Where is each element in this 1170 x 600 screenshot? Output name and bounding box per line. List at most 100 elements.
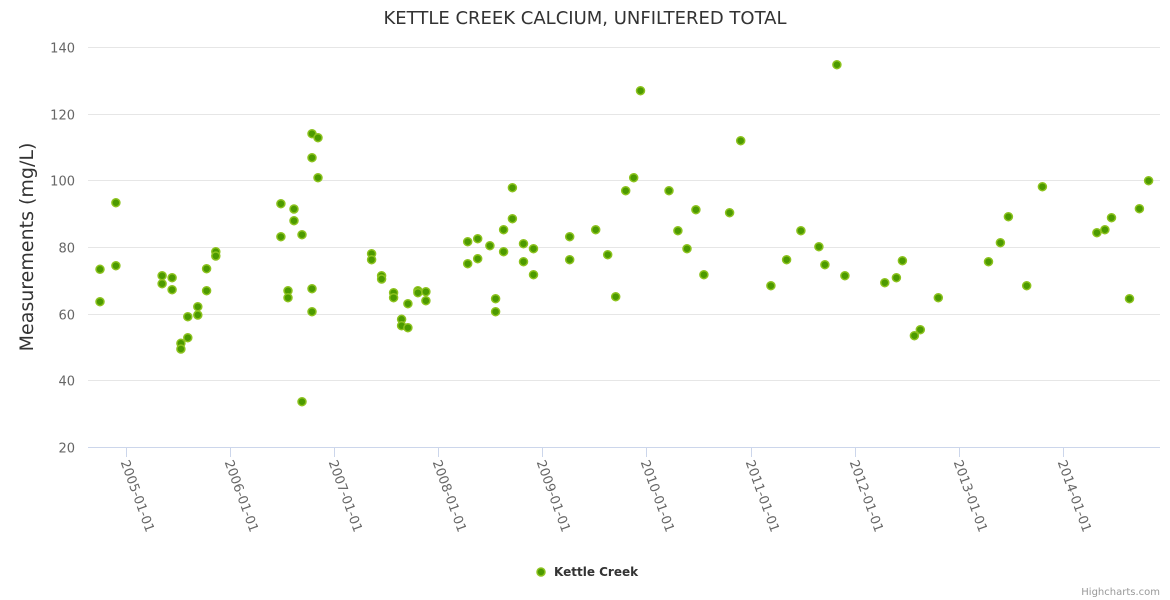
data-point[interactable] — [276, 198, 286, 209]
data-point[interactable] — [95, 264, 105, 275]
data-point[interactable] — [781, 254, 792, 265]
data-point[interactable] — [1106, 212, 1117, 223]
data-point[interactable] — [682, 243, 692, 254]
legend[interactable]: Kettle Creek — [536, 565, 639, 579]
data-point[interactable] — [832, 59, 842, 70]
data-point[interactable] — [297, 229, 307, 240]
data-point[interactable] — [289, 215, 299, 226]
data-point[interactable] — [1134, 203, 1145, 214]
data-point[interactable] — [735, 135, 746, 146]
data-point[interactable] — [564, 231, 575, 242]
data-point[interactable] — [518, 238, 529, 249]
data-point[interactable] — [933, 292, 944, 303]
data-point[interactable] — [620, 185, 631, 196]
data-point[interactable] — [276, 231, 286, 242]
data-point[interactable] — [176, 344, 186, 354]
data-point[interactable] — [602, 249, 613, 260]
data-point[interactable] — [157, 270, 167, 281]
data-point[interactable] — [421, 286, 431, 297]
legend-item-kettle-creek[interactable]: Kettle Creek — [554, 565, 639, 579]
data-point[interactable] — [313, 132, 323, 143]
data-point[interactable] — [297, 396, 307, 407]
data-point[interactable] — [111, 260, 121, 271]
data-point[interactable] — [472, 233, 483, 244]
data-point[interactable] — [283, 292, 293, 303]
data-point[interactable] — [403, 298, 413, 309]
data-point[interactable] — [507, 182, 518, 193]
data-point[interactable] — [1003, 211, 1014, 222]
data-point[interactable] — [403, 322, 413, 333]
data-point[interactable] — [724, 207, 735, 218]
data-point[interactable] — [201, 263, 212, 274]
data-point[interactable] — [518, 256, 529, 267]
data-point[interactable] — [307, 152, 317, 163]
data-point[interactable] — [840, 270, 850, 281]
data-point[interactable] — [490, 293, 501, 304]
data-point[interactable] — [528, 243, 539, 254]
data-point[interactable] — [472, 253, 483, 264]
data-point[interactable] — [610, 291, 621, 302]
data-point[interactable] — [413, 287, 423, 298]
gridlines — [88, 47, 1160, 381]
data-point[interactable] — [211, 251, 221, 261]
x-tick-label: 2013-01-01 — [950, 458, 990, 534]
data-point[interactable] — [691, 204, 701, 215]
data-point[interactable] — [1037, 181, 1048, 192]
data-point[interactable] — [897, 255, 908, 266]
data-point[interactable] — [814, 241, 824, 252]
data-point[interactable] — [462, 236, 473, 247]
data-point[interactable] — [909, 330, 920, 341]
x-tick-label: 2005-01-01 — [117, 458, 157, 534]
data-point[interactable] — [157, 278, 167, 289]
data-point[interactable] — [995, 237, 1006, 248]
data-point[interactable] — [1092, 227, 1102, 238]
data-point[interactable] — [796, 225, 806, 236]
data-point[interactable] — [664, 185, 674, 196]
data-point[interactable] — [462, 258, 473, 269]
data-point[interactable] — [193, 301, 203, 312]
data-point[interactable] — [880, 277, 890, 288]
data-point[interactable] — [915, 324, 926, 335]
data-point[interactable] — [507, 213, 518, 224]
data-point[interactable] — [388, 292, 399, 303]
data-point[interactable] — [193, 310, 203, 320]
data-point[interactable] — [628, 172, 639, 183]
x-tick-label: 2014-01-01 — [1054, 458, 1094, 534]
data-point[interactable] — [201, 285, 212, 296]
data-point[interactable] — [485, 240, 495, 251]
data-point[interactable] — [564, 254, 575, 265]
data-point[interactable] — [673, 225, 683, 236]
data-point[interactable] — [307, 283, 317, 294]
data-point[interactable] — [528, 269, 539, 280]
credits-link[interactable]: Highcharts.com — [1081, 587, 1160, 598]
y-tick-label: 120 — [50, 109, 75, 124]
data-point[interactable] — [699, 269, 709, 280]
data-point[interactable] — [820, 259, 830, 270]
data-point[interactable] — [421, 295, 431, 306]
data-point[interactable] — [183, 311, 193, 322]
data-point[interactable] — [1100, 224, 1110, 235]
y-tick-label: 40 — [58, 375, 75, 390]
data-point[interactable] — [983, 256, 994, 267]
data-point[interactable] — [111, 197, 121, 208]
data-point[interactable] — [1124, 293, 1135, 304]
data-point[interactable] — [590, 224, 601, 235]
data-point[interactable] — [95, 296, 105, 307]
data-point[interactable] — [1021, 280, 1032, 291]
data-point[interactable] — [376, 274, 387, 284]
data-point[interactable] — [313, 172, 323, 183]
data-point[interactable] — [167, 272, 177, 283]
data-point[interactable] — [891, 272, 902, 283]
data-point[interactable] — [167, 284, 177, 295]
data-point[interactable] — [1143, 175, 1154, 186]
data-point[interactable] — [766, 280, 776, 291]
data-point[interactable] — [498, 246, 509, 257]
data-point[interactable] — [366, 254, 377, 265]
x-tick-label: 2006-01-01 — [221, 458, 261, 534]
data-point[interactable] — [498, 224, 509, 235]
data-point[interactable] — [490, 306, 501, 317]
data-point[interactable] — [289, 204, 299, 214]
data-point[interactable] — [635, 85, 646, 96]
data-point[interactable] — [307, 306, 317, 317]
data-point[interactable] — [183, 332, 193, 343]
